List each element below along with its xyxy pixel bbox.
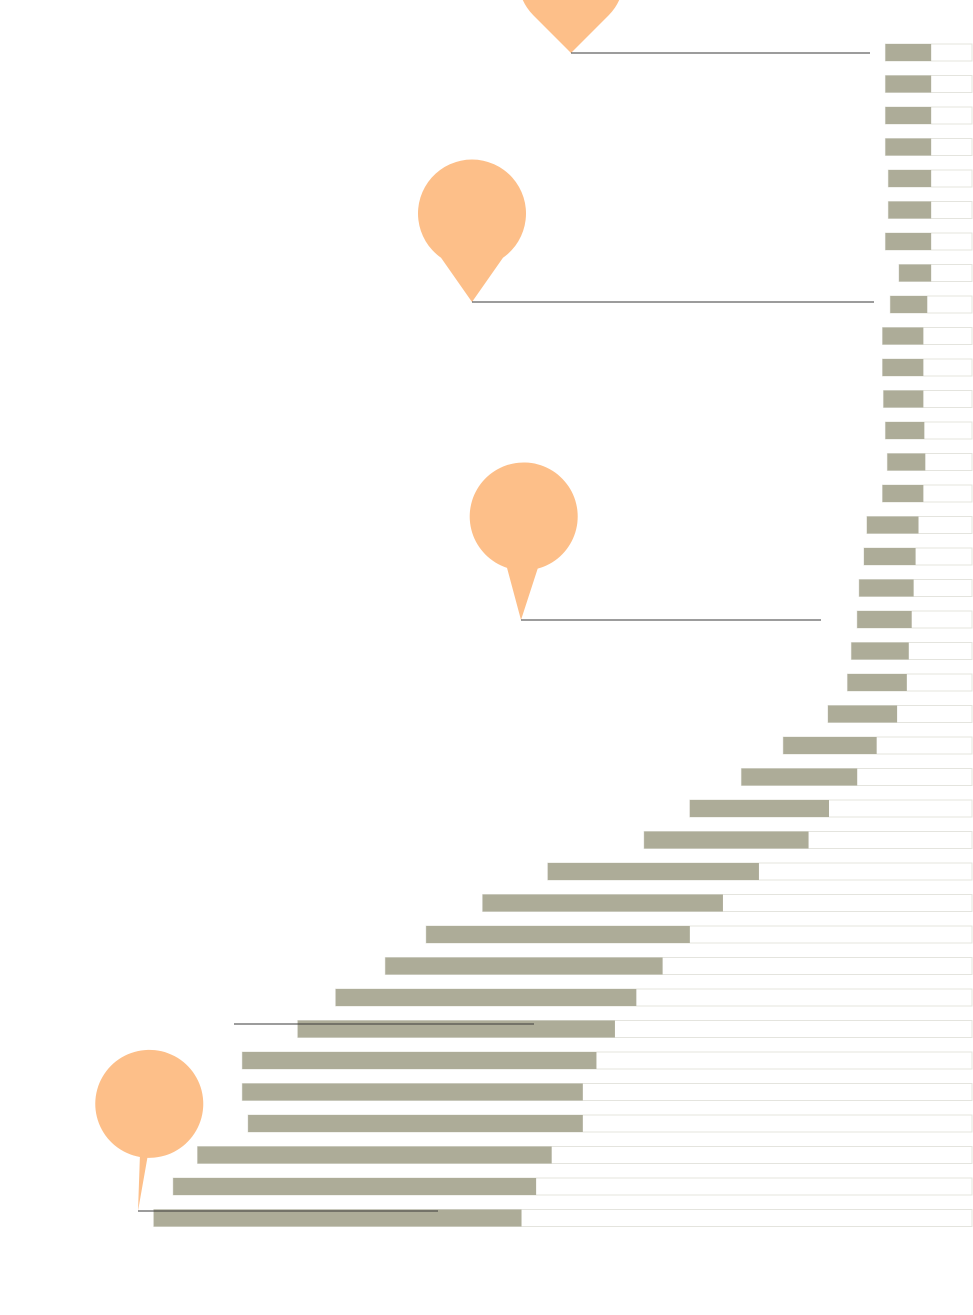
bar — [888, 201, 932, 219]
bar — [885, 233, 932, 250]
bar — [887, 453, 926, 471]
bar — [885, 138, 932, 156]
bar — [197, 1146, 552, 1164]
bar — [883, 390, 924, 408]
bar — [644, 831, 809, 849]
bar — [741, 768, 858, 786]
bar — [173, 1178, 537, 1195]
pie-marker — [522, 0, 620, 53]
bar — [335, 989, 637, 1006]
bar — [242, 1083, 583, 1101]
bar — [885, 75, 932, 93]
bar — [864, 548, 916, 565]
bar — [882, 327, 924, 345]
bar — [828, 705, 898, 723]
bar — [153, 1209, 522, 1227]
pie-marker — [95, 1049, 204, 1211]
bar — [847, 674, 907, 691]
bar — [297, 1020, 615, 1038]
bar — [885, 422, 925, 439]
bar — [426, 926, 690, 943]
bar — [899, 264, 932, 282]
bar — [882, 359, 924, 376]
bar — [482, 894, 723, 912]
bar — [248, 1115, 583, 1132]
bar — [851, 642, 909, 660]
pie-marker — [469, 462, 578, 620]
bar — [242, 1052, 597, 1069]
bar — [859, 579, 914, 597]
bar — [885, 107, 932, 124]
bar — [547, 863, 759, 880]
pie-marker — [418, 159, 526, 302]
bar — [882, 485, 924, 502]
bar — [890, 296, 928, 313]
bar — [888, 170, 932, 187]
bar — [783, 737, 877, 754]
bar — [385, 957, 663, 975]
bar — [885, 44, 932, 61]
bar — [689, 800, 829, 817]
bar — [857, 611, 912, 628]
bar — [866, 516, 919, 534]
